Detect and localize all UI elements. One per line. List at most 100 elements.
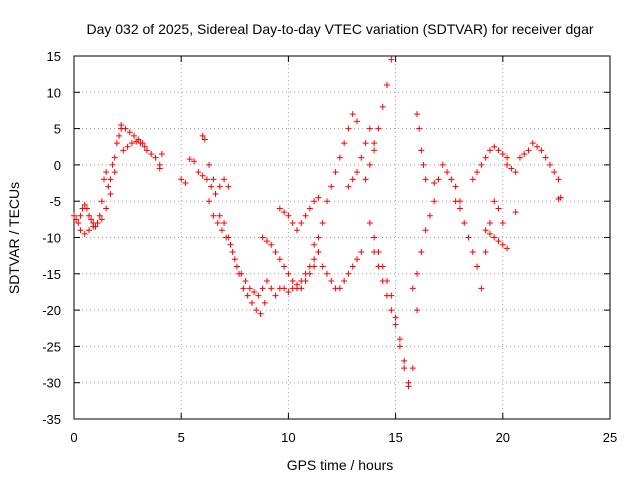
data-point [486,219,493,226]
data-point [298,219,305,226]
y-tick-label: 15 [47,49,61,64]
data-point [302,212,309,219]
series-bottom-a [311,241,365,292]
data-point [444,169,451,176]
data-point [512,169,519,176]
data-point [486,230,493,237]
series-tail-a [452,198,506,292]
data-point [216,212,223,219]
data-point [431,198,438,205]
data-point [384,82,391,89]
data-point [253,307,260,314]
data-point [210,176,217,183]
data-point [525,147,532,154]
data-point [452,183,459,190]
x-tick-label: 5 [178,430,185,445]
data-point [371,234,378,241]
data-point [289,278,296,285]
data-point [116,132,123,139]
data-point [152,154,159,161]
data-point [216,183,223,190]
data-point [379,103,386,110]
data-point [105,183,112,190]
data-point [90,223,97,230]
series-descent-b [216,212,283,299]
data-point [272,249,279,256]
data-point [203,176,210,183]
data-point [499,241,506,248]
data-point [306,263,313,270]
data-point [103,205,110,212]
series-tail-b [469,143,511,183]
data-point [199,172,206,179]
data-point [81,201,88,208]
data-point [328,183,335,190]
data-point [315,194,322,201]
data-point [323,198,330,205]
data-point [439,161,446,168]
data-point [416,125,423,132]
data-point [358,249,365,256]
data-point [124,143,131,150]
data-point [251,288,258,295]
data-point [345,125,352,132]
x-axis-label: GPS time / hours [287,457,394,473]
data-point [73,216,80,223]
data-point [242,278,249,285]
data-point [349,263,356,270]
axis-ticks: 0 5 10 15 20 25 15 10 5 0 -5 -10 -15 -20 -25 -30 -35 [42,49,617,445]
data-point [469,176,476,183]
y-tick-label: -15 [42,267,61,282]
data-point [358,154,365,161]
data-point [158,151,165,158]
data-point [336,154,343,161]
data-point [225,183,232,190]
data-point [268,285,275,292]
gridlines [74,56,610,419]
series-recovery [409,198,438,292]
data-point [107,190,114,197]
series-descent-a [206,198,268,317]
data-point [516,154,523,161]
data-point [414,307,421,314]
data-point [255,292,262,299]
data-point [323,270,330,277]
data-point [111,169,118,176]
data-point [375,125,382,132]
data-point [263,278,270,285]
data-point [240,285,247,292]
data-point [285,270,292,277]
data-point [396,336,403,343]
data-point [319,219,326,226]
data-point [77,212,84,219]
y-tick-label: -5 [49,194,61,209]
data-point [218,227,225,234]
data-point [345,183,352,190]
data-point [456,205,463,212]
data-point [418,147,425,154]
data-point [371,147,378,154]
data-point [156,165,163,172]
data-point [206,198,213,205]
data-point [71,212,77,219]
data-point [349,176,356,183]
data-point [195,169,202,176]
data-point [396,343,403,350]
data-point [293,281,300,288]
data-point [491,198,498,205]
data-point [371,140,378,147]
data-point [281,209,288,216]
series-steep-fall-b [371,249,421,390]
data-point [101,176,108,183]
data-point [289,219,296,226]
y-tick-label: -35 [42,412,61,427]
data-point [86,227,93,234]
data-point [495,205,502,212]
data-point [126,129,133,136]
data-point [298,278,305,285]
data-point [508,165,515,172]
series-early-cluster [71,125,125,230]
y-tick-label: 10 [47,85,61,100]
series-sparse-a [156,132,232,190]
series-spike-16 [414,111,429,183]
